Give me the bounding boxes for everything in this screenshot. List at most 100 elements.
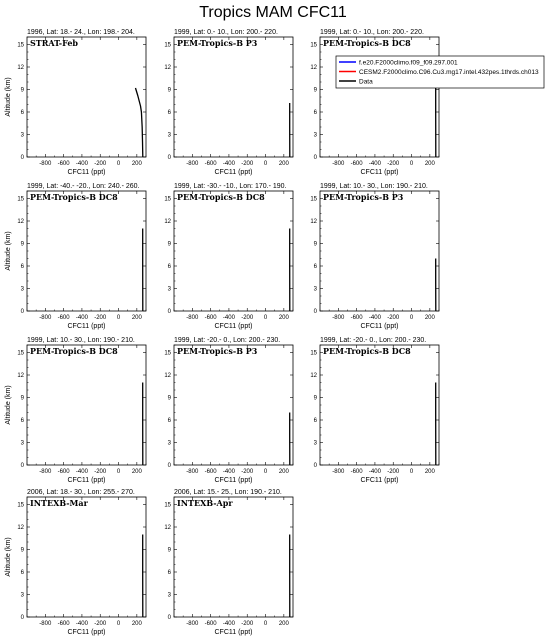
y-tick-label: 3 <box>21 287 25 293</box>
legend-entry: CESM2.F2000climo.C96.Cu3.mg17.intel.432p… <box>359 69 539 76</box>
y-tick-label: 9 <box>21 548 25 554</box>
x-tick-label: -800 <box>186 315 199 321</box>
legend: f.e20.F2000climo.f09_f09.297.001 CESM2.F2… <box>335 55 545 89</box>
y-tick-label: 9 <box>314 88 318 94</box>
x-tick-label: -400 <box>223 469 236 475</box>
x-tick-label: -400 <box>369 469 382 475</box>
campaign-label: PEM-Tropics-B P3 <box>177 38 258 48</box>
plot-frame <box>26 344 147 466</box>
y-tick-label: 6 <box>21 110 25 116</box>
x-tick-label: -400 <box>76 621 89 627</box>
x-tick-label: -600 <box>205 315 218 321</box>
y-tick-label: 12 <box>310 219 317 225</box>
x-tick-label: 0 <box>410 161 414 167</box>
panel-title: 1999, Lat: 10.- 30., Lon: 190.- 210. <box>320 183 428 190</box>
y-tick-label: 12 <box>17 525 24 531</box>
plot-frame <box>319 190 440 312</box>
y-tick-label: 3 <box>21 593 25 599</box>
chart-panel: 1999, Lat: 10.- 30., Lon: 190.- 210. -800… <box>310 183 440 330</box>
x-tick-label: -200 <box>241 621 254 627</box>
y-tick-label: 6 <box>168 264 172 270</box>
panel-title: 1999, Lat: -20.- 0., Lon: 200.- 230. <box>174 337 280 344</box>
y-tick-label: 6 <box>168 110 172 116</box>
plot-frame <box>173 344 294 466</box>
x-tick-label: 200 <box>132 469 143 475</box>
chart-panel: 1999, Lat: -20.- 0., Lon: 200.- 230. -800… <box>164 337 294 484</box>
y-tick-label: 3 <box>168 287 172 293</box>
figure-title: Tropics MAM CFC11 <box>199 4 347 21</box>
plot-frame <box>319 36 440 158</box>
x-axis-label: CFC11 (ppt) <box>215 477 253 484</box>
x-tick-label: 0 <box>117 621 121 627</box>
y-tick-label: 6 <box>168 570 172 576</box>
y-tick-label: 15 <box>310 351 317 357</box>
panel-title: 1996, Lat: 18.- 24., Lon: 198.- 204. <box>27 29 135 36</box>
y-tick-label: 12 <box>164 373 171 379</box>
y-axis-label: Altitude (km) <box>5 385 12 424</box>
x-axis-label: CFC11 (ppt) <box>215 629 253 636</box>
plot-frame <box>26 36 147 158</box>
y-tick-label: 6 <box>21 264 25 270</box>
x-tick-label: 200 <box>279 469 290 475</box>
y-tick-label: 0 <box>168 463 172 469</box>
y-tick-label: 15 <box>17 197 24 203</box>
x-tick-label: -600 <box>58 469 71 475</box>
y-tick-label: 3 <box>168 133 172 139</box>
x-axis-label: CFC11 (ppt) <box>361 477 399 484</box>
x-tick-label: -400 <box>223 621 236 627</box>
y-axis-label: Altitude (km) <box>5 231 12 270</box>
campaign-label: STRAT-Feb <box>30 38 78 48</box>
x-tick-label: -600 <box>351 161 364 167</box>
y-tick-label: 0 <box>314 155 318 161</box>
x-tick-label: -800 <box>186 469 199 475</box>
y-tick-label: 9 <box>314 396 318 402</box>
y-tick-label: 12 <box>17 373 24 379</box>
x-tick-label: -200 <box>94 621 107 627</box>
x-tick-label: 0 <box>117 469 121 475</box>
x-tick-label: -600 <box>58 621 71 627</box>
x-tick-label: 200 <box>279 161 290 167</box>
chart-panel: 1999, Lat: 0.- 10., Lon: 200.- 220.-800-… <box>164 29 294 176</box>
panel-title: 1999, Lat: 0.- 10., Lon: 200.- 220. <box>320 29 424 36</box>
y-tick-label: 15 <box>310 197 317 203</box>
y-axis-label: Altitude (km) <box>5 77 12 116</box>
panel-title: 2006, Lat: 15.- 25., Lon: 190.- 210. <box>174 489 282 496</box>
y-tick-label: 12 <box>164 219 171 225</box>
y-tick-label: 15 <box>164 503 171 509</box>
campaign-label: PEM-Tropics-B P3 <box>323 192 404 202</box>
chart-panel: 1996, Lat: 18.- 24., Lon: 198.- 204. -800… <box>5 29 147 176</box>
x-tick-label: 0 <box>264 161 268 167</box>
x-tick-label: -800 <box>186 621 199 627</box>
x-tick-label: -200 <box>241 469 254 475</box>
y-tick-label: 9 <box>21 88 25 94</box>
panel-title: 1999, Lat: -20.- 0., Lon: 200.- 230. <box>320 337 426 344</box>
x-tick-label: -600 <box>205 469 218 475</box>
x-tick-label: -200 <box>94 469 107 475</box>
chart-panel: 1999, Lat: -20.- 0., Lon: 200.- 230. -800… <box>310 337 440 484</box>
y-tick-label: 15 <box>17 503 24 509</box>
legend-entry: f.e20.F2000climo.f09_f09.297.001 <box>359 59 458 66</box>
panel-title: 1999, Lat: -30.- -10., Lon: 170.- 190. <box>174 183 287 190</box>
campaign-label: INTEXB-Apr <box>177 498 233 508</box>
y-axis-label: Altitude (km) <box>5 537 12 576</box>
campaign-label: INTEXB-Mar <box>30 498 89 508</box>
panel-title: 1999, Lat: 0.- 10., Lon: 200.- 220. <box>174 29 278 36</box>
chart-panel: 2006, Lat: 18.- 30., Lon: 255.- 270. -800… <box>5 489 147 636</box>
y-tick-label: 6 <box>314 110 318 116</box>
chart-panel: 2006, Lat: 15.- 25., Lon: 190.- 210. -800… <box>164 489 294 636</box>
y-tick-label: 6 <box>168 418 172 424</box>
x-axis-label: CFC11 (ppt) <box>68 169 106 176</box>
panel-title: 2006, Lat: 18.- 30., Lon: 255.- 270. <box>27 489 135 496</box>
y-tick-label: 12 <box>310 65 317 71</box>
x-tick-label: -600 <box>58 161 71 167</box>
plot-frame <box>319 344 440 466</box>
y-tick-label: 6 <box>21 570 25 576</box>
x-tick-label: -800 <box>186 161 199 167</box>
x-tick-label: -800 <box>332 161 345 167</box>
y-tick-label: 15 <box>310 43 317 49</box>
x-tick-label: 0 <box>117 161 121 167</box>
x-tick-label: -800 <box>39 469 52 475</box>
x-tick-label: -600 <box>351 315 364 321</box>
y-tick-label: 0 <box>314 309 318 315</box>
